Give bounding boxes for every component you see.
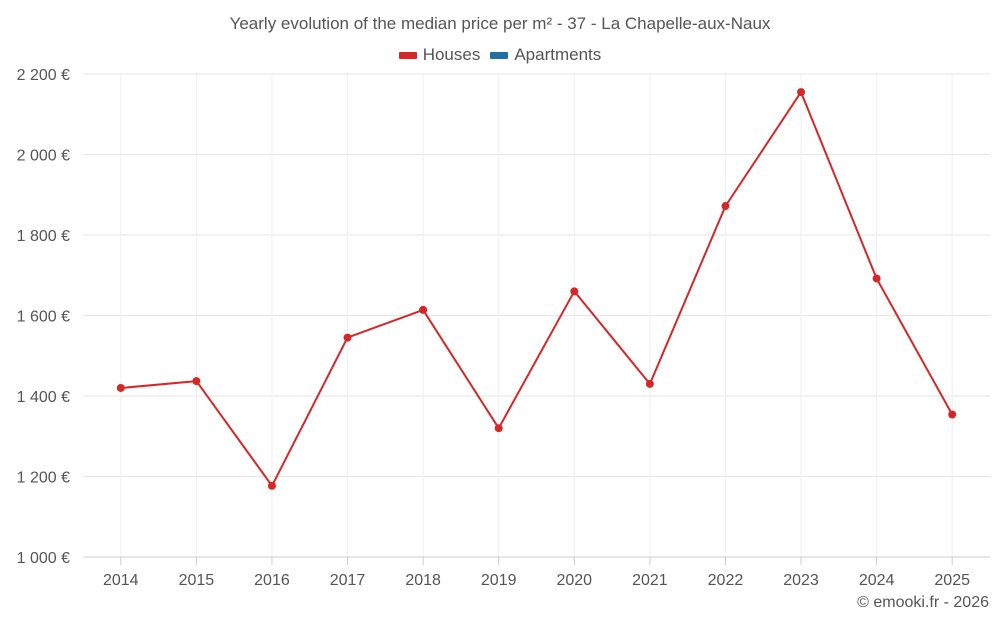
x-tick-label: 2016: [254, 572, 290, 589]
x-tick-label: 2017: [330, 572, 366, 589]
series-line-houses: [120, 91, 954, 487]
y-tick-label: 1 000 €: [17, 550, 70, 567]
data-point[interactable]: [343, 333, 352, 342]
x-tick-label: 2014: [103, 572, 139, 589]
data-point[interactable]: [192, 377, 201, 386]
data-point[interactable]: [797, 88, 806, 97]
chart-title: Yearly evolution of the median price per…: [229, 14, 771, 33]
data-point[interactable]: [721, 202, 730, 211]
x-tick-label: 2021: [632, 572, 668, 589]
legend-label-houses: Houses: [422, 45, 481, 64]
legend-item-houses[interactable]: Houses: [398, 45, 481, 65]
x-tick-label: 2023: [783, 572, 819, 589]
chart-credit: © emooki.fr - 2026: [857, 594, 989, 611]
data-point[interactable]: [116, 383, 125, 392]
legend-item-apartments[interactable]: Apartments: [490, 45, 601, 65]
x-tick-label: 2019: [481, 572, 517, 589]
data-point[interactable]: [570, 287, 579, 296]
y-tick-label: 1 200 €: [17, 470, 70, 487]
data-point[interactable]: [419, 305, 428, 314]
x-tick-label: 2020: [556, 572, 592, 589]
legend-label-apartments: Apartments: [514, 45, 602, 64]
chart-legend: Houses Apartments: [0, 45, 1000, 65]
x-tick-label: 2025: [934, 572, 970, 589]
y-tick-label: 1 400 €: [17, 389, 70, 406]
data-point[interactable]: [948, 410, 957, 419]
y-tick-label: 1 800 €: [17, 228, 70, 245]
legend-swatch-houses: [398, 51, 417, 59]
x-tick-label: 2018: [405, 572, 441, 589]
y-tick-label: 1 600 €: [17, 309, 70, 326]
x-tick-label: 2022: [708, 572, 744, 589]
data-point[interactable]: [645, 379, 654, 388]
data-point[interactable]: [872, 274, 881, 283]
y-tick-label: 2 200 €: [17, 67, 70, 84]
legend-swatch-apartments: [490, 51, 509, 59]
data-point[interactable]: [267, 481, 276, 490]
x-tick-label: 2024: [859, 572, 895, 589]
y-tick-label: 2 000 €: [17, 148, 70, 165]
x-tick-label: 2015: [179, 572, 215, 589]
data-point[interactable]: [494, 424, 503, 433]
